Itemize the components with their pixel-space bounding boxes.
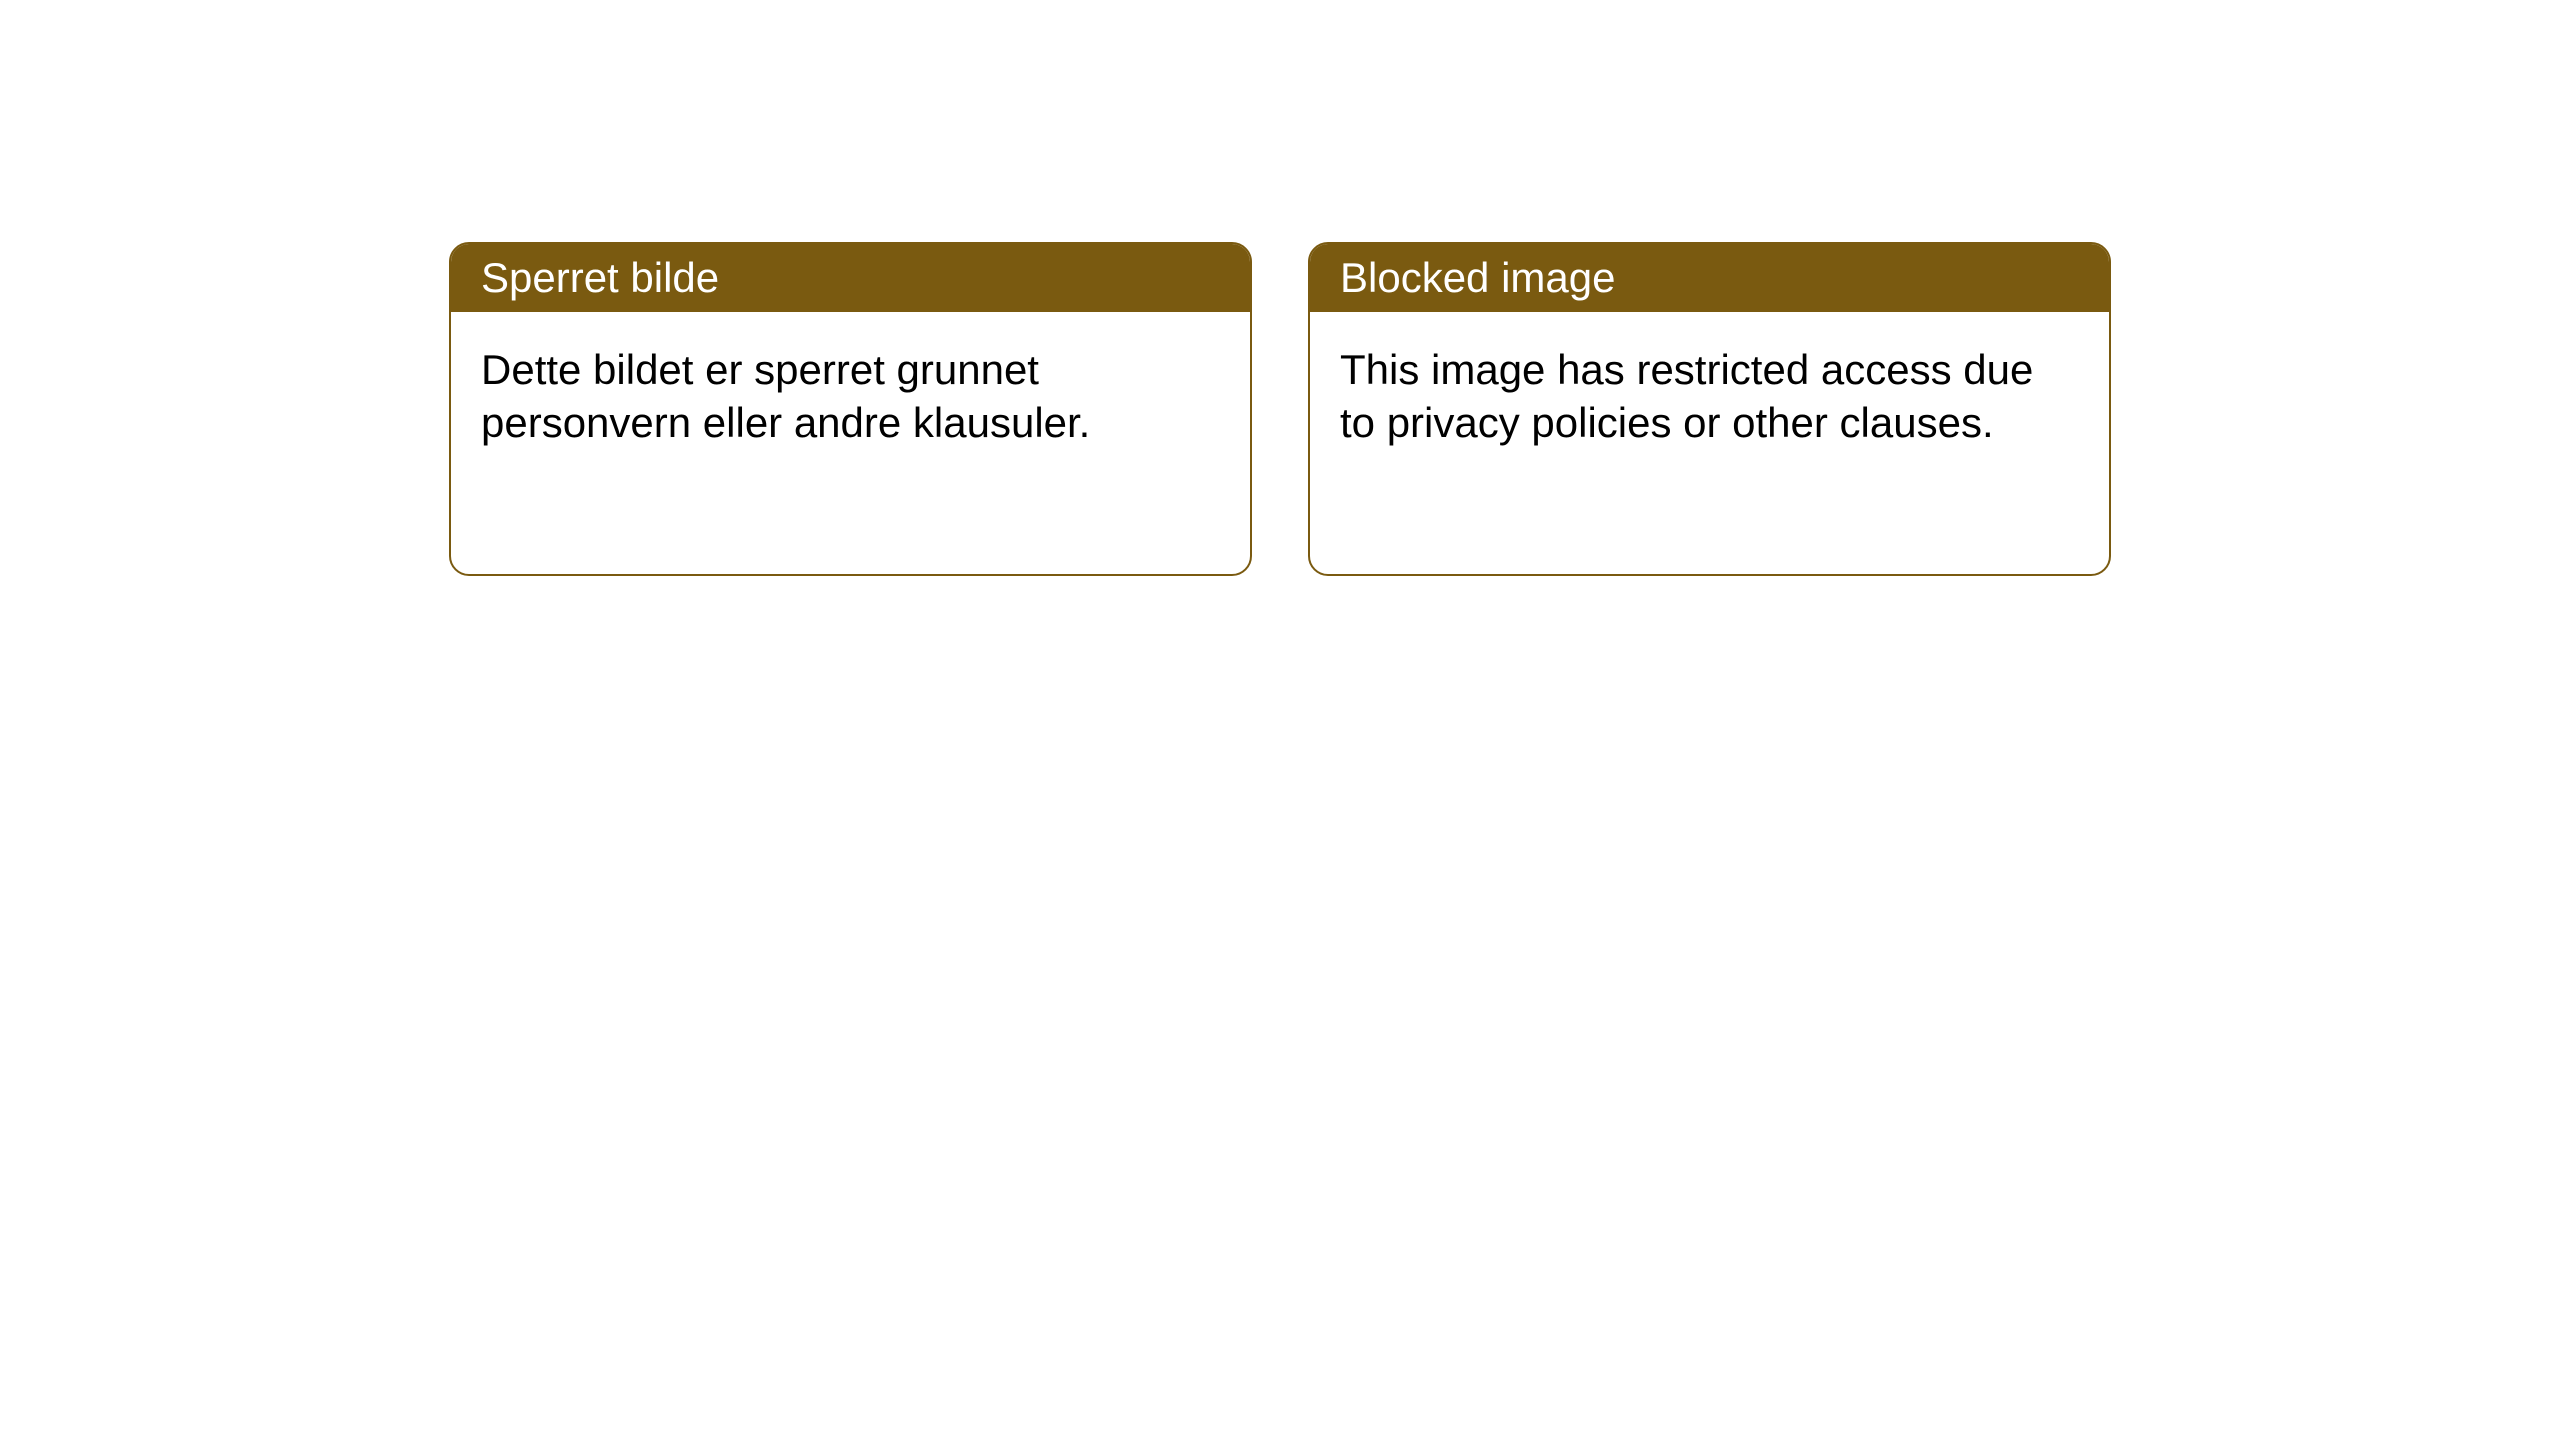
- notice-card-english: Blocked image This image has restricted …: [1308, 242, 2111, 576]
- notice-body-text: This image has restricted access due to …: [1340, 346, 2033, 446]
- notice-container: Sperret bilde Dette bildet er sperret gr…: [449, 242, 2111, 576]
- notice-title: Sperret bilde: [481, 254, 719, 301]
- notice-header: Blocked image: [1310, 244, 2109, 312]
- notice-body-text: Dette bildet er sperret grunnet personve…: [481, 346, 1090, 446]
- notice-card-norwegian: Sperret bilde Dette bildet er sperret gr…: [449, 242, 1252, 576]
- notice-body: This image has restricted access due to …: [1310, 312, 2109, 481]
- notice-header: Sperret bilde: [451, 244, 1250, 312]
- notice-body: Dette bildet er sperret grunnet personve…: [451, 312, 1250, 481]
- notice-title: Blocked image: [1340, 254, 1615, 301]
